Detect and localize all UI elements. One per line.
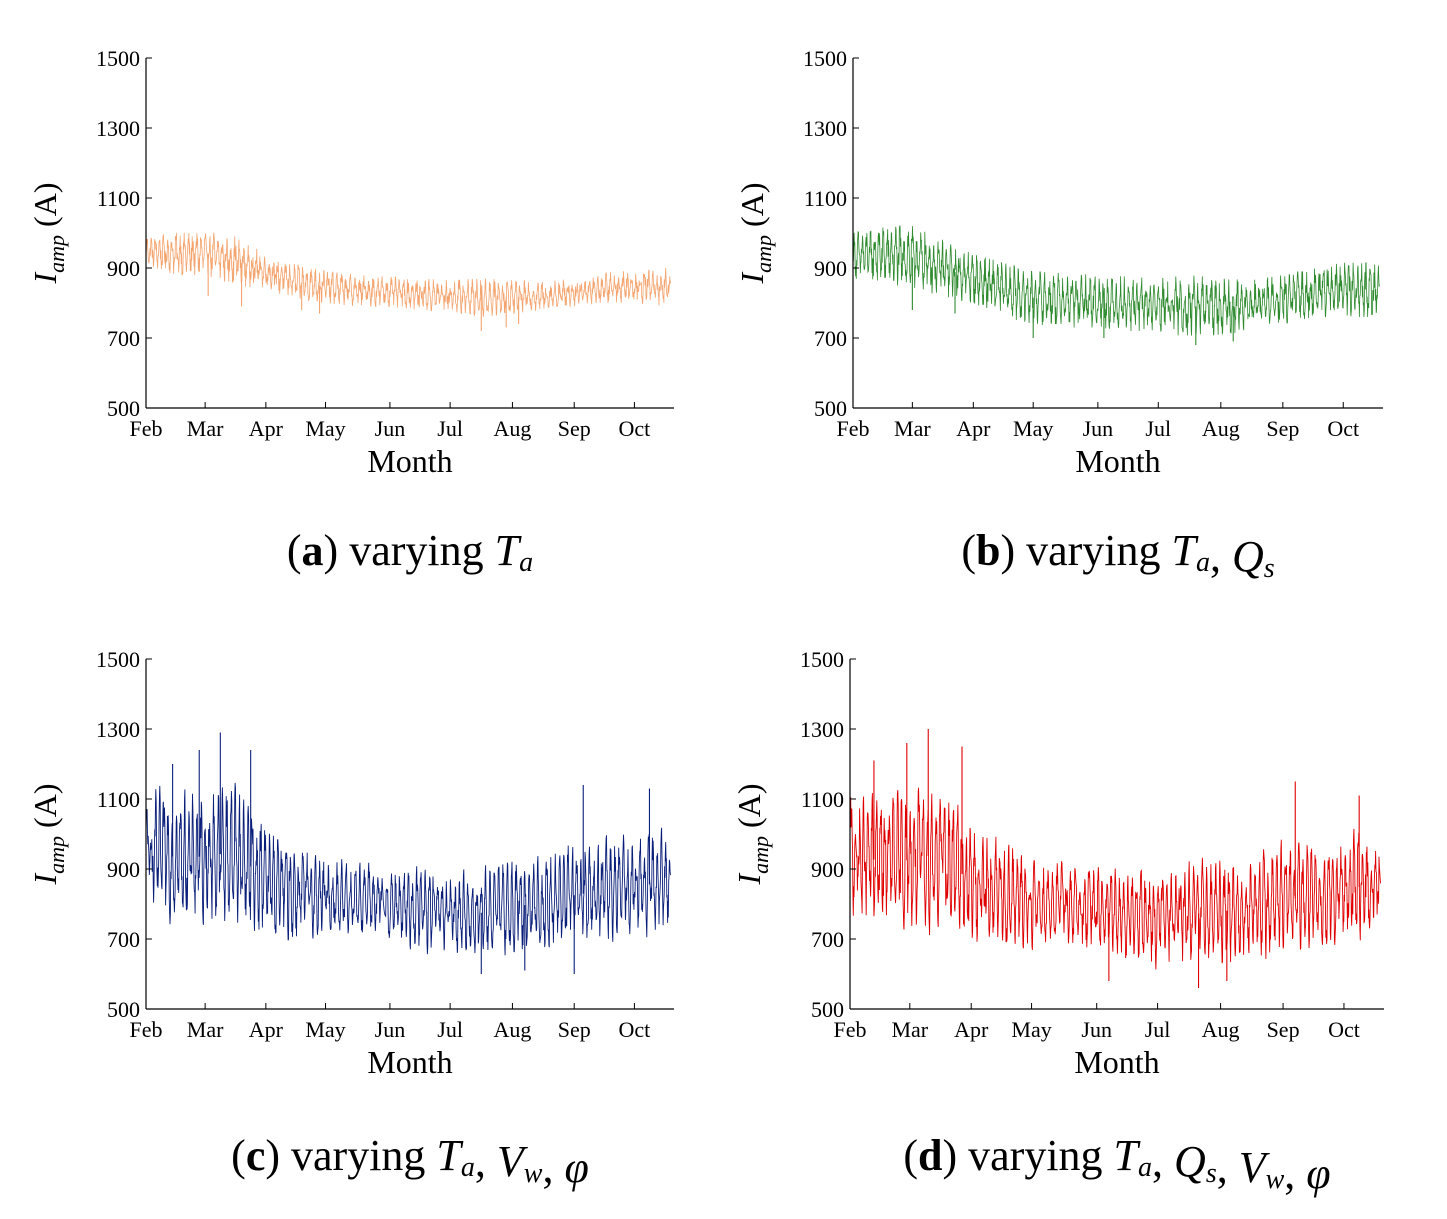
panel-caption-c: (c) varying Ta, Vw, φ xyxy=(231,1131,589,1192)
x-axis-label: Month xyxy=(1074,1044,1159,1080)
y-tick-label: 1100 xyxy=(801,787,844,812)
data-line-a xyxy=(145,232,671,317)
y-tick-label: 900 xyxy=(814,256,847,281)
y-tick-label: 1100 xyxy=(97,186,140,211)
y-tick-label: 700 xyxy=(814,326,847,351)
y-tick-label: 1300 xyxy=(96,717,140,742)
x-tick-label: Jul xyxy=(1145,416,1171,441)
x-tick-label: Oct xyxy=(619,1017,651,1042)
panel-caption-d: (d) varying Ta, Qs, Vw, φ xyxy=(903,1131,1330,1198)
y-axis-label: Iamp (A) xyxy=(27,183,69,285)
x-tick-label: Apr xyxy=(956,416,991,441)
y-tick-label: 900 xyxy=(107,857,140,882)
x-tick-label: Apr xyxy=(249,416,284,441)
y-tick-label: 500 xyxy=(814,396,847,421)
x-tick-label: Sep xyxy=(558,1017,591,1042)
y-tick-label: 1500 xyxy=(96,46,140,71)
x-tick-label: Feb xyxy=(130,1017,163,1042)
x-tick-label: Jun xyxy=(375,416,406,441)
x-tick-label: Oct xyxy=(1327,416,1359,441)
y-tick-label: 1500 xyxy=(96,647,140,672)
panel-caption-b: (b) varying Ta, Qs xyxy=(961,526,1274,584)
chart-panel-b: 500 700 900 1100 1300 1500 Feb Mar Apr May Jun Jul A… xyxy=(734,46,1383,584)
chart-panel-c: 500 700 900 1100 1300 1500 Feb Mar Apr May Jun Jul A… xyxy=(27,647,674,1192)
data-line-b xyxy=(852,225,1380,336)
y-tick-label: 500 xyxy=(107,396,140,421)
x-tick-label: Aug xyxy=(1202,416,1240,441)
y-tick-label: 900 xyxy=(107,256,140,281)
x-tick-label: May xyxy=(1011,1017,1051,1042)
x-tick-label: Jul xyxy=(1145,1017,1171,1042)
x-tick-label: Oct xyxy=(619,416,651,441)
y-tick-label: 700 xyxy=(107,927,140,952)
x-tick-label: May xyxy=(305,416,345,441)
y-axis-label: Iamp (A) xyxy=(27,784,69,886)
x-tick-label: Aug xyxy=(1202,1017,1240,1042)
x-tick-label: May xyxy=(1013,416,1053,441)
y-tick-label: 1100 xyxy=(97,787,140,812)
x-tick-label: Mar xyxy=(894,416,931,441)
data-line-c xyxy=(145,782,671,956)
x-tick-label: Jun xyxy=(375,1017,406,1042)
y-axis-label: Iamp (A) xyxy=(731,784,773,886)
x-tick-label: Feb xyxy=(130,416,163,441)
x-tick-label: Apr xyxy=(954,1017,989,1042)
x-tick-label: Jul xyxy=(437,416,463,441)
x-tick-label: Sep xyxy=(1266,416,1299,441)
x-tick-label: Mar xyxy=(187,416,224,441)
y-tick-label: 500 xyxy=(107,997,140,1022)
y-tick-label: 700 xyxy=(811,927,844,952)
y-tick-label: 500 xyxy=(811,997,844,1022)
chart-panel-a: 500 700 900 1100 1300 1500 Feb Mar Apr May Jun Jul A… xyxy=(27,46,674,578)
x-tick-label: Jun xyxy=(1083,416,1114,441)
x-tick-label: Feb xyxy=(837,416,870,441)
y-tick-label: 1500 xyxy=(803,46,847,71)
y-tick-label: 1300 xyxy=(800,717,844,742)
chart-panel-d: 500 700 900 1100 1300 1500 Feb Mar Apr May Jun Jul A… xyxy=(731,647,1384,1198)
y-tick-label: 1100 xyxy=(804,186,847,211)
y-tick-label: 900 xyxy=(811,857,844,882)
data-line-d xyxy=(849,787,1381,970)
y-axis-label: Iamp (A) xyxy=(734,183,776,285)
x-tick-label: Jul xyxy=(437,1017,463,1042)
x-tick-label: Sep xyxy=(1267,1017,1300,1042)
x-tick-label: Feb xyxy=(834,1017,867,1042)
x-axis-label: Month xyxy=(367,443,452,479)
y-tick-label: 1300 xyxy=(803,116,847,141)
x-tick-label: Oct xyxy=(1328,1017,1360,1042)
x-axis-label: Month xyxy=(367,1044,452,1080)
y-tick-label: 1500 xyxy=(800,647,844,672)
y-tick-label: 700 xyxy=(107,326,140,351)
x-axis-label: Month xyxy=(1075,443,1160,479)
x-tick-label: Aug xyxy=(493,1017,531,1042)
x-tick-label: Sep xyxy=(558,416,591,441)
x-tick-label: Mar xyxy=(891,1017,928,1042)
x-tick-label: Mar xyxy=(187,1017,224,1042)
y-tick-label: 1300 xyxy=(96,116,140,141)
x-tick-label: Apr xyxy=(249,1017,284,1042)
x-tick-label: May xyxy=(305,1017,345,1042)
x-tick-label: Aug xyxy=(493,416,531,441)
panel-caption-a: (a) varying Ta xyxy=(287,526,533,578)
x-tick-label: Jun xyxy=(1081,1017,1112,1042)
